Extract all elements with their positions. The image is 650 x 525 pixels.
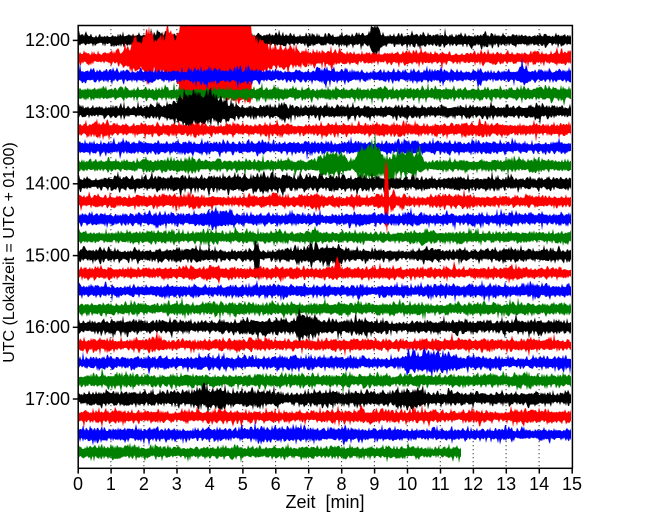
svg-text:13:00: 13:00 xyxy=(25,102,70,122)
svg-text:10: 10 xyxy=(397,474,417,494)
svg-text:2: 2 xyxy=(139,474,149,494)
svg-text:14: 14 xyxy=(529,474,549,494)
svg-text:UTC (Lokalzeit = UTC + 01:00): UTC (Lokalzeit = UTC + 01:00) xyxy=(1,142,18,363)
svg-text:8: 8 xyxy=(336,474,346,494)
svg-text:4: 4 xyxy=(205,474,215,494)
svg-text:17:00: 17:00 xyxy=(25,389,70,409)
svg-text:Zeit [min]: Zeit [min] xyxy=(285,492,364,512)
svg-text:13: 13 xyxy=(496,474,516,494)
svg-text:15:00: 15:00 xyxy=(25,245,70,265)
svg-text:14:00: 14:00 xyxy=(25,174,70,194)
svg-text:12: 12 xyxy=(463,474,483,494)
svg-text:15: 15 xyxy=(562,474,582,494)
svg-text:9: 9 xyxy=(369,474,379,494)
svg-text:12:00: 12:00 xyxy=(25,30,70,50)
svg-text:1: 1 xyxy=(106,474,116,494)
svg-text:6: 6 xyxy=(271,474,281,494)
svg-text:3: 3 xyxy=(172,474,182,494)
svg-text:0: 0 xyxy=(73,474,83,494)
svg-text:5: 5 xyxy=(238,474,248,494)
svg-text:11: 11 xyxy=(431,474,450,494)
svg-text:16:00: 16:00 xyxy=(25,317,70,337)
svg-text:7: 7 xyxy=(303,474,313,494)
